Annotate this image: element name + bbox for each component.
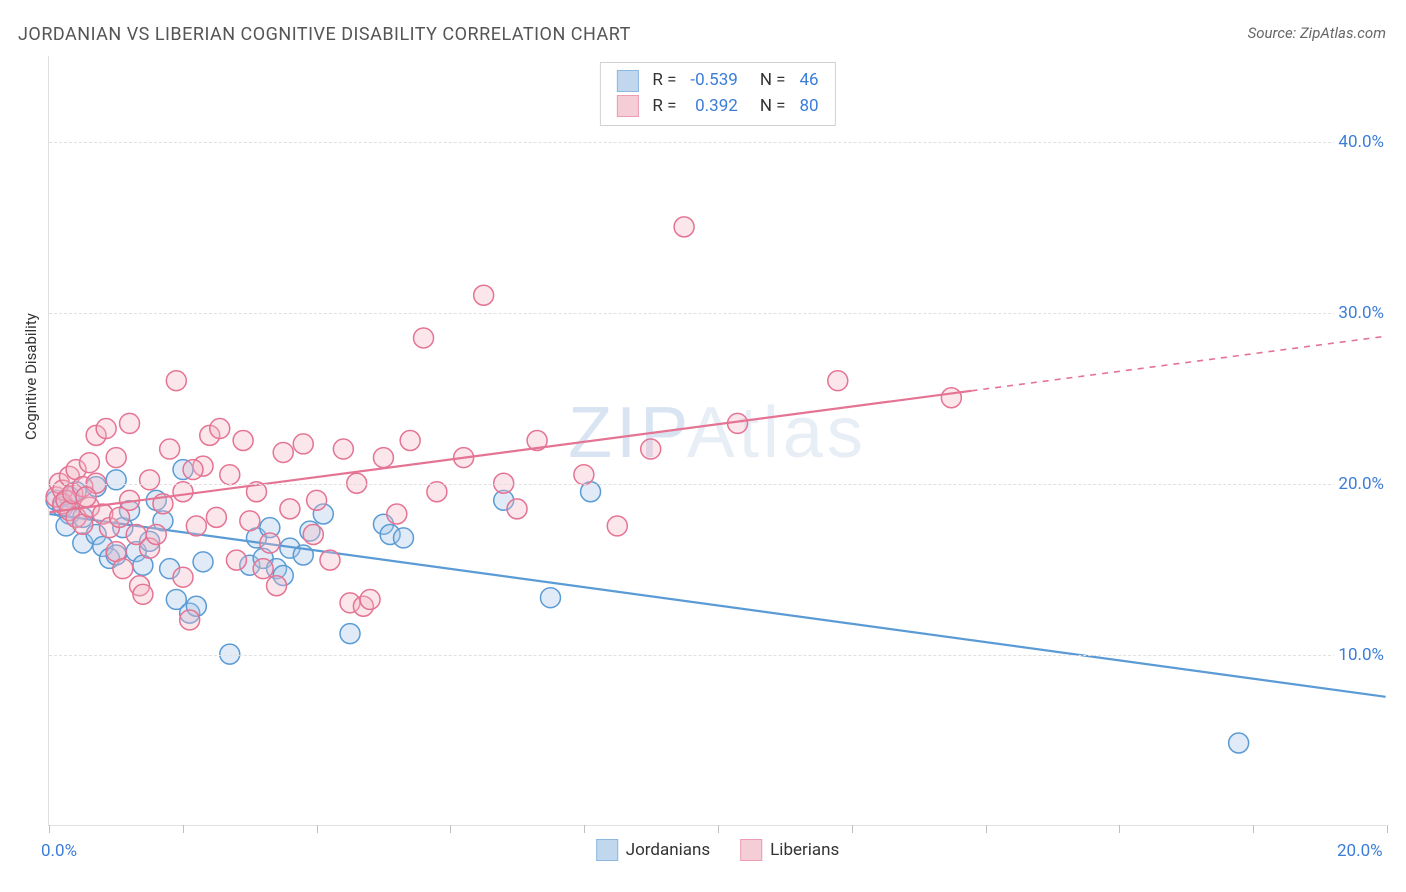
x-tick — [986, 825, 987, 833]
legend-stats-box: R =-0.539N =46R =0.392N =80 — [599, 62, 835, 126]
x-tick — [1119, 825, 1120, 833]
source-attribution: Source: ZipAtlas.com — [1248, 24, 1386, 42]
plot-area: ZIPAtlas R =-0.539N =46R =0.392N =80 Jor… — [48, 56, 1386, 826]
chart-container: JORDANIAN VS LIBERIAN COGNITIVE DISABILI… — [0, 0, 1406, 892]
scatter-point — [193, 552, 213, 572]
scatter-point — [160, 439, 180, 459]
x-tick — [183, 825, 184, 833]
scatter-point — [106, 448, 126, 468]
scatter-point — [1229, 733, 1249, 753]
x-tick — [49, 825, 50, 833]
scatter-point — [253, 559, 273, 579]
scatter-point — [828, 371, 848, 391]
scatter-point — [267, 576, 287, 596]
scatter-point — [333, 439, 353, 459]
scatter-point — [607, 516, 627, 536]
y-tick-label: 30.0% — [1334, 302, 1388, 324]
scatter-point — [507, 499, 527, 519]
scatter-point — [674, 217, 694, 237]
trend-line-dashed — [971, 336, 1385, 391]
scatter-point — [373, 448, 393, 468]
legend-series-item: Liberians — [740, 839, 839, 861]
x-tick — [852, 825, 853, 833]
scatter-point — [474, 285, 494, 305]
gridline-h — [49, 313, 1386, 314]
scatter-point — [293, 434, 313, 454]
x-tick — [450, 825, 451, 833]
scatter-point — [260, 533, 280, 553]
scatter-point — [210, 419, 230, 439]
trend-line — [49, 514, 1385, 697]
scatter-point — [360, 589, 380, 609]
scatter-point — [641, 439, 661, 459]
scatter-point — [106, 470, 126, 490]
legend-series-item: Jordanians — [596, 839, 710, 861]
chart-title: JORDANIAN VS LIBERIAN COGNITIVE DISABILI… — [18, 24, 631, 45]
scatter-point — [180, 610, 200, 630]
scatter-point — [303, 525, 323, 545]
scatter-point — [113, 559, 133, 579]
scatter-point — [206, 507, 226, 527]
legend-series: Jordanians Liberians — [596, 839, 840, 861]
scatter-point — [393, 528, 413, 548]
scatter-point — [226, 550, 246, 570]
scatter-point — [240, 511, 260, 531]
scatter-point — [76, 487, 96, 507]
gridline-h — [49, 655, 1386, 656]
scatter-point — [183, 460, 203, 480]
scatter-point — [146, 525, 166, 545]
scatter-point — [574, 465, 594, 485]
scatter-point — [186, 516, 206, 536]
scatter-point — [273, 442, 293, 462]
scatter-point — [307, 490, 327, 510]
scatter-point — [220, 465, 240, 485]
scatter-point — [941, 388, 961, 408]
x-tick-label: 20.0% — [1337, 841, 1383, 861]
scatter-point — [173, 482, 193, 502]
scatter-point — [320, 550, 340, 570]
scatter-point — [233, 431, 253, 451]
x-tick — [1387, 825, 1388, 833]
x-tick-label: 0.0% — [41, 841, 77, 861]
x-tick — [584, 825, 585, 833]
x-tick — [718, 825, 719, 833]
scatter-point — [340, 624, 360, 644]
scatter-point — [140, 470, 160, 490]
scatter-point — [79, 453, 99, 473]
scatter-point — [173, 567, 193, 587]
scatter-point — [400, 431, 420, 451]
y-tick-label: 10.0% — [1334, 644, 1388, 666]
scatter-point — [133, 584, 153, 604]
gridline-h — [49, 484, 1386, 485]
x-tick — [317, 825, 318, 833]
scatter-point — [120, 413, 140, 433]
scatter-point — [280, 499, 300, 519]
y-tick-label: 20.0% — [1334, 473, 1388, 495]
scatter-point — [96, 419, 116, 439]
scatter-point — [166, 371, 186, 391]
y-axis-title: Cognitive Disability — [22, 313, 40, 440]
scatter-point — [387, 504, 407, 524]
scatter-point — [110, 507, 130, 527]
scatter-point — [414, 328, 434, 348]
gridline-h — [49, 142, 1386, 143]
scatter-point — [427, 482, 447, 502]
scatter-svg — [49, 56, 1386, 825]
y-tick-label: 40.0% — [1334, 131, 1388, 153]
legend-stats-row: R =-0.539N =46 — [610, 69, 824, 93]
x-tick — [1253, 825, 1254, 833]
scatter-point — [540, 588, 560, 608]
legend-stats-row: R =0.392N =80 — [610, 95, 824, 119]
